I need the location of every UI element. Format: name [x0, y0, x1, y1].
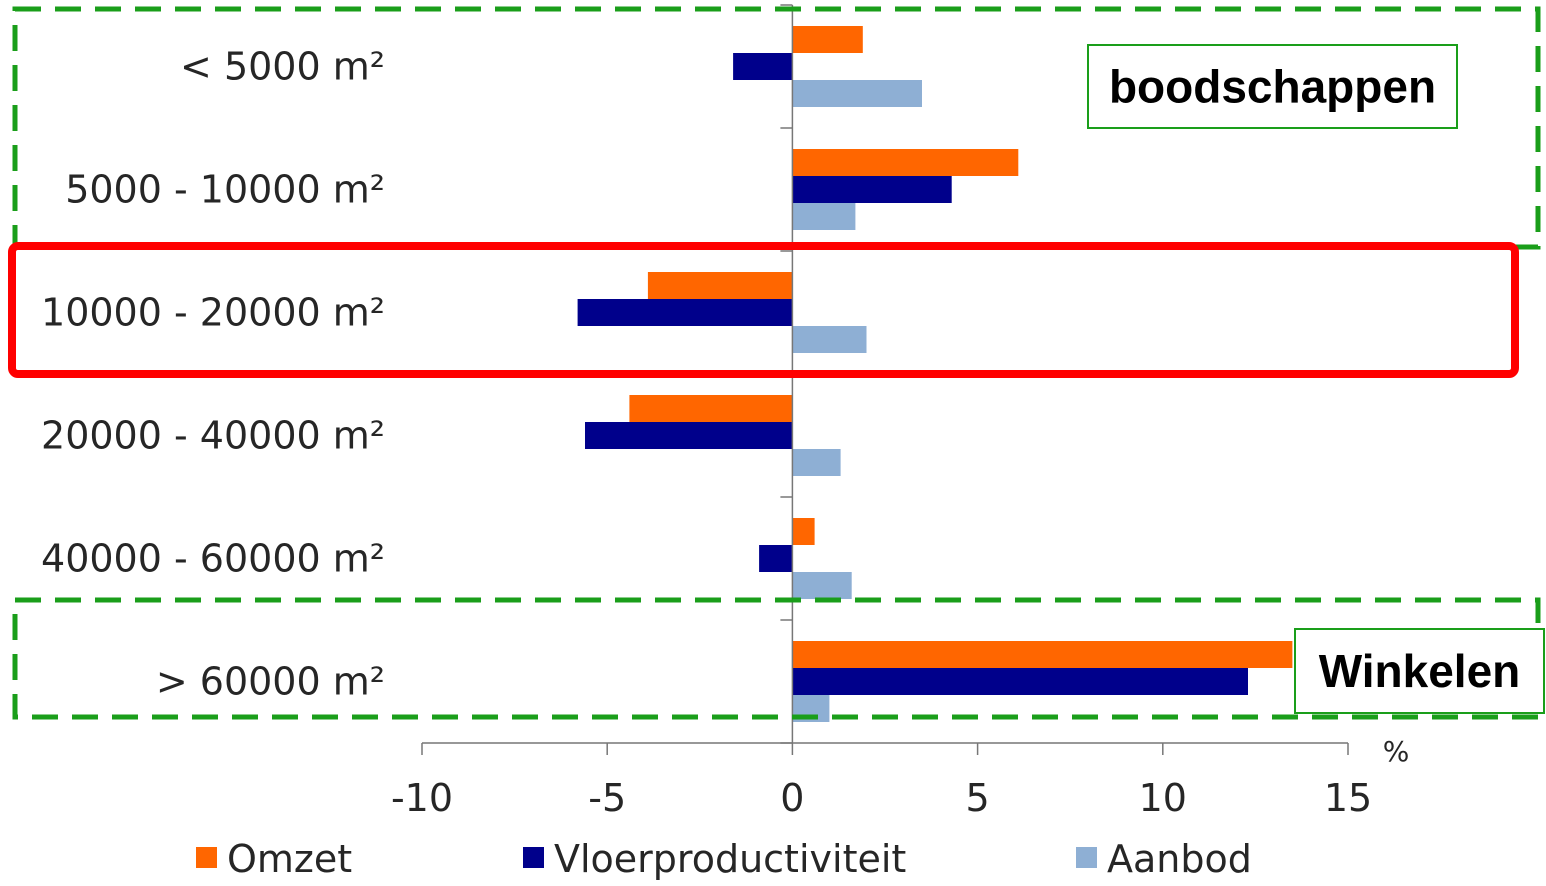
category-label-6: > 60000 m²: [156, 660, 385, 704]
x-tick-label-15: 15: [1324, 776, 1372, 820]
highlight-box-2: [8, 242, 1519, 378]
legend-label-omzet: Omzet: [227, 837, 352, 881]
annotation-box-winkelen: [1294, 628, 1545, 714]
category-label-2: 5000 - 10000 m²: [65, 168, 385, 212]
bar-vloerproductiviteit-4: [585, 422, 793, 449]
legend-swatch-omzet: [196, 847, 217, 868]
x-axis-unit: %: [1383, 735, 1410, 768]
bar-aanbod-2: [792, 203, 856, 230]
x-tick-label-5: -5: [588, 776, 626, 820]
bar-vloerproductiviteit-3: [577, 299, 793, 326]
bar-vloerproductiviteit-5: [759, 545, 793, 572]
category-label-1: < 5000 m²: [180, 45, 385, 89]
legend-swatch-vloerproductiviteit: [523, 847, 544, 868]
x-tick-label-10: 10: [1139, 776, 1187, 820]
bar-aanbod-1: [792, 80, 922, 107]
bar-omzet-6: [792, 641, 1293, 668]
bar-aanbod-3: [792, 326, 867, 353]
legend-swatch-aanbod: [1076, 847, 1097, 868]
annotation-box-boodschappen: [1087, 44, 1458, 129]
x-tick-label-10: -10: [391, 776, 453, 820]
category-label-4: 20000 - 40000 m²: [41, 414, 385, 458]
category-label-3: 10000 - 20000 m²: [41, 291, 385, 335]
axis-layer: -10 -5 0 5 10 15%: [391, 4, 1410, 820]
bars-layer: [577, 26, 1293, 722]
bar-vloerproductiviteit-2: [792, 176, 952, 203]
bar-aanbod-5: [792, 572, 852, 599]
bar-aanbod-4: [792, 449, 841, 476]
bar-omzet-3: [647, 272, 793, 299]
legend-label-aanbod: Aanbod: [1107, 837, 1252, 881]
legend-label-vloerproductiviteit: Vloerproductiviteit: [554, 837, 906, 881]
bar-omzet-1: [792, 26, 863, 53]
x-tick-label-0: 0: [780, 776, 804, 820]
legend: Omzet Vloerproductiviteit Aanbod: [196, 837, 1252, 881]
annotation-boodschappen: boodschappen: [1109, 61, 1436, 113]
annotations-layer: boodschappen Winkelen: [8, 6, 1545, 720]
bar-omzet-4: [629, 395, 793, 422]
x-tick-label-5: 5: [966, 776, 990, 820]
category-labels: < 5000 m² 5000 - 10000 m² 10000 - 20000 m²…: [41, 45, 385, 704]
bar-omzet-5: [792, 518, 815, 545]
bar-vloerproductiviteit-1: [733, 53, 793, 80]
annotation-winkelen: Winkelen: [1319, 645, 1521, 697]
bar-omzet-2: [792, 149, 1019, 176]
bar-vloerproductiviteit-6: [792, 668, 1248, 695]
category-label-5: 40000 - 60000 m²: [41, 537, 385, 581]
